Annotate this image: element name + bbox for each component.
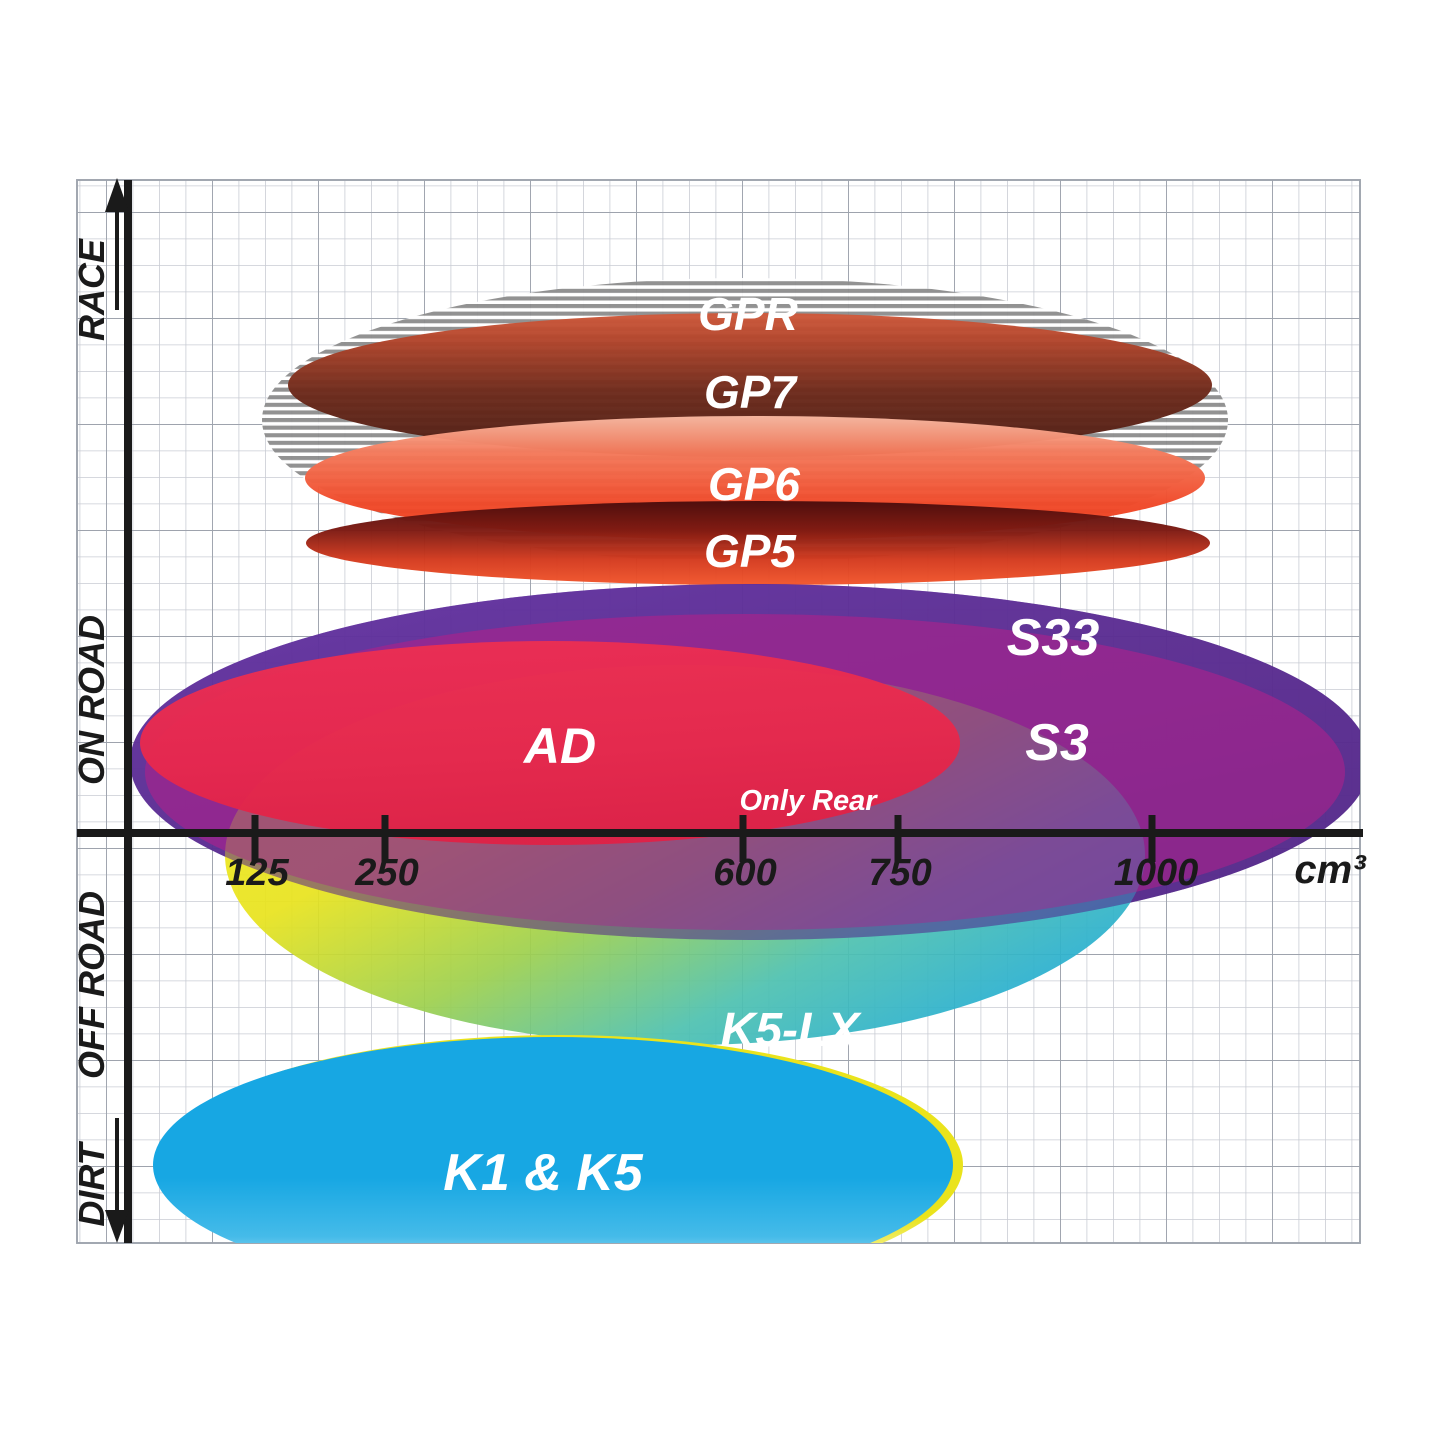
region-label-s33: S33	[1007, 609, 1100, 667]
region-label-gp5: GP5	[704, 525, 797, 577]
region-label-k5lx: K5-LX	[721, 1004, 863, 1057]
y-label-on-road: ON ROAD	[71, 615, 112, 785]
region-ellipses	[130, 278, 1360, 1293]
y-label-race: RACE	[71, 238, 112, 341]
x-tick-label-600: 600	[713, 852, 776, 894]
region-label-gp7: GP7	[704, 366, 798, 418]
y-label-off-road: OFF ROAD	[71, 891, 112, 1079]
x-axis-unit-label: cm³	[1294, 848, 1367, 892]
region-label-gp6: GP6	[708, 458, 800, 510]
x-tick-label-125: 125	[225, 852, 289, 894]
x-axis-ticks	[251, 815, 1156, 862]
race-arrow-icon	[105, 178, 129, 310]
region-ad[interactable]	[140, 641, 960, 845]
region-gp7[interactable]	[288, 313, 1212, 457]
region-label-s3: S3	[1025, 714, 1089, 772]
x-tick-label-250: 250	[354, 852, 418, 894]
x-tick-label-750: 750	[868, 852, 931, 894]
region-gp5[interactable]	[306, 501, 1210, 585]
annotation-only-rear: Only Rear	[740, 785, 879, 817]
region-label-gpr: GPR	[698, 288, 798, 340]
axes	[77, 178, 1363, 1243]
region-k1k5[interactable]	[153, 1037, 953, 1293]
region-label-ad: AD	[522, 718, 596, 774]
dirt-arrow-icon	[105, 1118, 129, 1243]
y-label-dirt: DIRT	[71, 1140, 112, 1226]
x-tick-label-1000: 1000	[1114, 852, 1199, 894]
region-label-k1k5: K1 & K5	[443, 1144, 643, 1202]
